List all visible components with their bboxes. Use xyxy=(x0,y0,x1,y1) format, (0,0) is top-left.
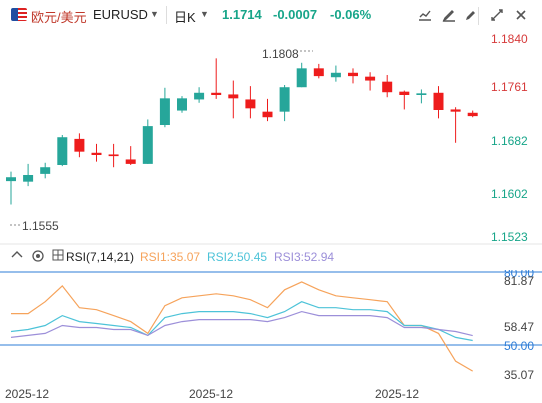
divider xyxy=(478,7,479,25)
last-price: 1.1714 xyxy=(222,7,262,22)
candle-down[interactable] xyxy=(450,109,461,112)
rsi2-line xyxy=(10,301,473,342)
candle-down[interactable] xyxy=(348,72,358,77)
timeframe-selector[interactable]: 日K xyxy=(174,10,196,25)
candle-down[interactable] xyxy=(262,111,273,118)
rsi-tick: 35.07 xyxy=(504,368,534,382)
candle-down[interactable] xyxy=(125,159,136,164)
high-price-label: 1.1808 xyxy=(262,47,299,61)
price-tick: 1.1761 xyxy=(491,80,528,94)
price-change: -0.0007 xyxy=(273,7,318,22)
settings-icon[interactable] xyxy=(463,8,479,24)
candle-up[interactable] xyxy=(279,87,290,112)
close-icon[interactable] xyxy=(513,8,529,24)
rsi1-line xyxy=(11,281,474,372)
price-chart[interactable]: 1.1840 1.1761 1.1682 1.1602 1.1523 1.180… xyxy=(0,30,542,245)
divider xyxy=(166,6,167,24)
candle-up[interactable] xyxy=(194,92,205,100)
rsi1-value: RSI1:35.07 xyxy=(140,250,201,264)
rsi-line-80-label: 80.00 xyxy=(504,270,534,280)
time-tick: 2025-12 xyxy=(189,387,233,401)
candle-down[interactable] xyxy=(467,112,478,117)
candle-down[interactable] xyxy=(108,154,119,157)
candle-up[interactable] xyxy=(57,137,68,165)
price-change-percent: -0.06% xyxy=(330,7,372,22)
indicator-legend: RSI(7,14,21) RSI1:35.07 RSI2:50.45 RSI3:… xyxy=(0,247,542,267)
time-tick: 2025-12 xyxy=(5,387,49,401)
price-tick: 1.1523 xyxy=(491,230,528,244)
price-tick: 1.1682 xyxy=(491,134,528,148)
collapse-icon[interactable] xyxy=(11,249,23,264)
candle-up[interactable] xyxy=(40,167,51,174)
candle-down[interactable] xyxy=(245,99,256,109)
candle-down[interactable] xyxy=(313,68,324,77)
toolbar: 欧元/美元 EURUSD ▼ 日K ▼ 1.1714 -0.0007 -0.06… xyxy=(0,0,542,30)
rsi2-value: RSI2:50.45 xyxy=(207,250,268,264)
draw-tool-icon[interactable] xyxy=(441,8,457,24)
candle-up[interactable] xyxy=(330,72,341,78)
candle-down[interactable] xyxy=(211,92,222,95)
rsi-chart[interactable]: 80.00 81.87 58.47 50.00 35.07 2025-12 20… xyxy=(0,270,542,403)
candle-down[interactable] xyxy=(91,152,102,155)
symbol-code[interactable]: EURUSD xyxy=(93,7,148,22)
candle-down[interactable] xyxy=(399,91,410,95)
line-chart-icon[interactable] xyxy=(417,8,433,24)
candle-down[interactable] xyxy=(433,92,444,110)
candle-up[interactable] xyxy=(296,68,307,88)
candle-up[interactable] xyxy=(177,98,187,111)
price-tick: 1.1840 xyxy=(491,32,528,46)
symbol-dropdown-icon[interactable]: ▼ xyxy=(150,9,159,19)
candle-up[interactable] xyxy=(6,177,16,182)
candle-up[interactable] xyxy=(23,175,34,182)
rsi-tick: 58.47 xyxy=(504,320,534,334)
eurusd-flag-icon xyxy=(11,8,27,21)
candle-up[interactable] xyxy=(416,93,427,95)
candle-down[interactable] xyxy=(74,138,85,152)
candle-down[interactable] xyxy=(365,76,376,81)
rsi-tick: 81.87 xyxy=(504,274,534,288)
rsi-line-50-label: 50.00 xyxy=(504,339,534,353)
symbol-name[interactable]: 欧元/美元 xyxy=(31,10,87,25)
time-tick: 2025-12 xyxy=(375,387,419,401)
low-price-label: 1.1555 xyxy=(22,219,59,233)
rsi3-value: RSI3:52.94 xyxy=(274,250,335,264)
rsi3-line xyxy=(10,310,473,338)
indicator-grid-icon[interactable] xyxy=(52,249,64,264)
timeframe-dropdown-icon[interactable]: ▼ xyxy=(200,9,209,19)
indicator-name[interactable]: RSI(7,14,21) xyxy=(66,250,135,264)
fullscreen-icon[interactable] xyxy=(489,8,505,24)
candle-up[interactable] xyxy=(159,98,170,125)
candle-up[interactable] xyxy=(142,126,153,164)
indicator-settings-icon[interactable] xyxy=(31,249,45,266)
candle-down[interactable] xyxy=(382,81,393,93)
candle-down[interactable] xyxy=(228,94,239,99)
price-tick: 1.1602 xyxy=(491,187,528,201)
